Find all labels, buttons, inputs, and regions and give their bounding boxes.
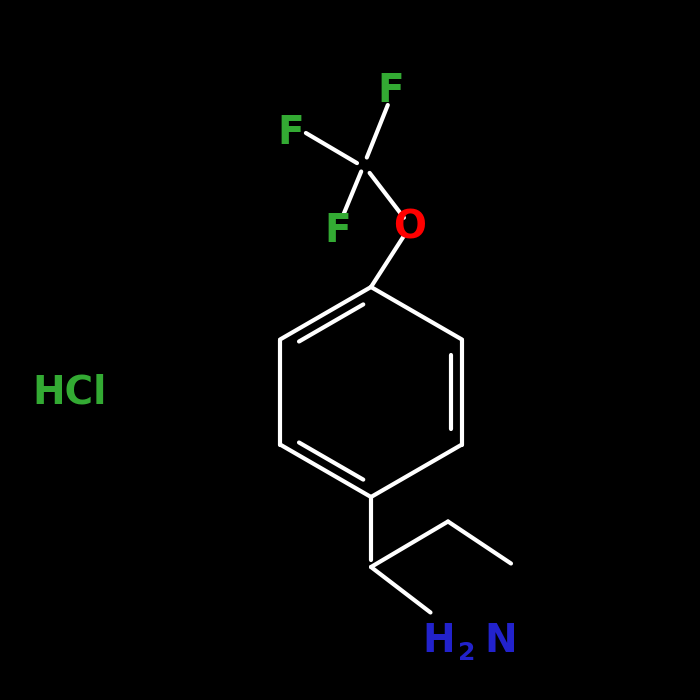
Text: HCl: HCl	[33, 373, 107, 411]
Text: F: F	[324, 212, 351, 250]
Text: H: H	[422, 622, 455, 659]
Text: 2: 2	[458, 641, 476, 665]
Text: F: F	[377, 72, 404, 110]
Text: F: F	[277, 114, 304, 152]
Text: O: O	[393, 209, 426, 246]
Text: N: N	[484, 622, 517, 659]
